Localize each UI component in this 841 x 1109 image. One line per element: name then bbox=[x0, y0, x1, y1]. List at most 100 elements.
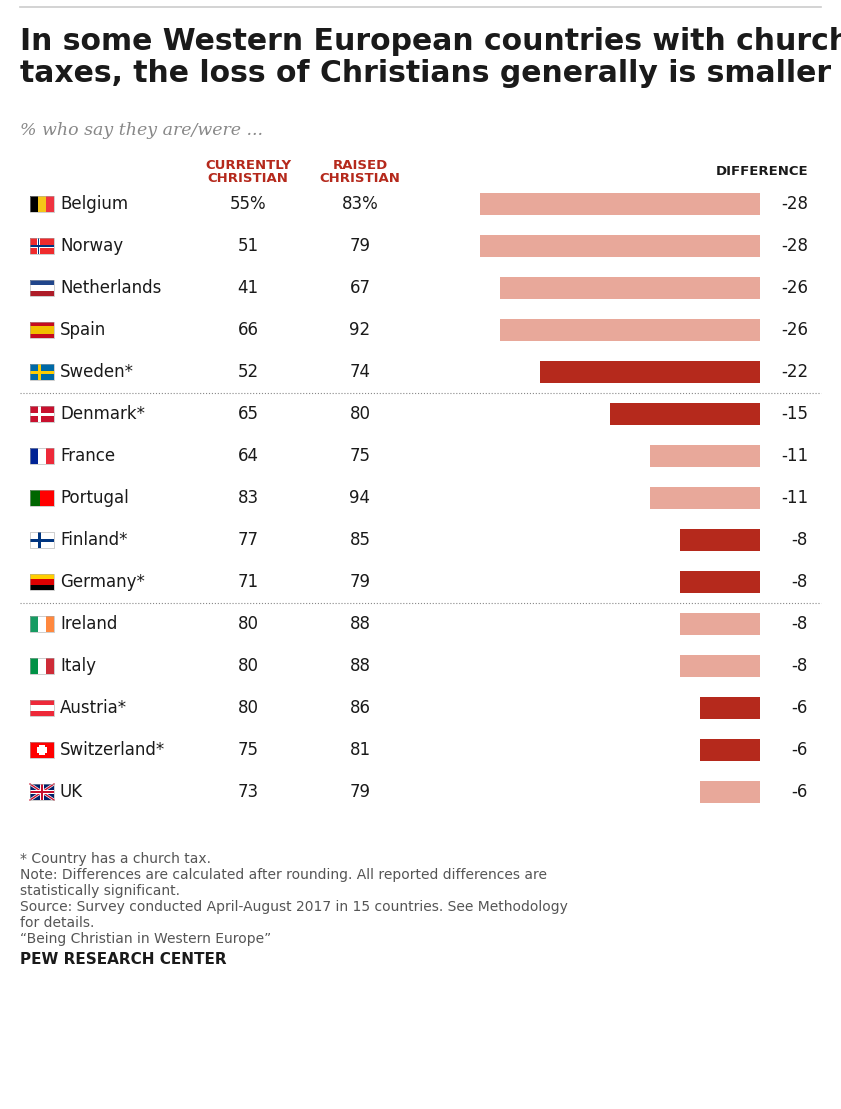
Text: 81: 81 bbox=[350, 741, 371, 759]
Text: -8: -8 bbox=[791, 657, 808, 675]
Text: Netherlands: Netherlands bbox=[60, 279, 161, 297]
Text: 66: 66 bbox=[237, 321, 258, 339]
Bar bbox=[46, 448, 54, 464]
Bar bbox=[30, 413, 54, 416]
Bar bbox=[30, 238, 54, 254]
Text: DIFFERENCE: DIFFERENCE bbox=[716, 165, 808, 179]
Text: -6: -6 bbox=[791, 741, 808, 759]
Bar bbox=[500, 319, 760, 340]
Bar bbox=[30, 615, 54, 632]
Bar bbox=[30, 490, 54, 506]
Text: 80: 80 bbox=[350, 405, 371, 423]
Text: 83: 83 bbox=[237, 489, 258, 507]
Bar bbox=[30, 532, 54, 548]
Bar bbox=[30, 370, 54, 374]
Bar bbox=[540, 362, 760, 383]
Text: -8: -8 bbox=[791, 531, 808, 549]
Text: Ireland: Ireland bbox=[60, 615, 118, 633]
Text: “Being Christian in Western Europe”: “Being Christian in Western Europe” bbox=[20, 932, 272, 946]
Bar bbox=[680, 655, 760, 676]
Text: Switzerland*: Switzerland* bbox=[60, 741, 165, 759]
Text: for details.: for details. bbox=[20, 916, 94, 930]
Text: CHRISTIAN: CHRISTIAN bbox=[320, 172, 400, 185]
Text: % who say they are/were ...: % who say they are/were ... bbox=[20, 122, 263, 139]
Bar bbox=[38, 615, 46, 632]
Text: -8: -8 bbox=[791, 573, 808, 591]
Bar bbox=[37, 238, 40, 254]
Text: UK: UK bbox=[60, 783, 83, 801]
Bar bbox=[610, 403, 760, 425]
Bar bbox=[650, 487, 760, 509]
Bar bbox=[700, 781, 760, 803]
Bar bbox=[30, 238, 54, 254]
Bar bbox=[40, 490, 54, 506]
Text: 77: 77 bbox=[237, 531, 258, 549]
Text: 79: 79 bbox=[350, 783, 371, 801]
Text: Source: Survey conducted April-August 2017 in 15 countries. See Methodology: Source: Survey conducted April-August 20… bbox=[20, 901, 568, 914]
Text: -28: -28 bbox=[781, 195, 808, 213]
Bar bbox=[30, 574, 54, 579]
Bar bbox=[30, 245, 54, 247]
Text: 75: 75 bbox=[350, 447, 371, 465]
Text: 41: 41 bbox=[237, 279, 258, 297]
Bar bbox=[38, 406, 40, 423]
Bar bbox=[30, 790, 54, 794]
Bar bbox=[30, 279, 54, 285]
Text: 64: 64 bbox=[237, 447, 258, 465]
Bar bbox=[700, 739, 760, 761]
Bar bbox=[650, 445, 760, 467]
Bar bbox=[30, 584, 54, 590]
Text: Finland*: Finland* bbox=[60, 531, 128, 549]
Text: Sweden*: Sweden* bbox=[60, 363, 134, 381]
Text: 65: 65 bbox=[237, 405, 258, 423]
Bar bbox=[30, 579, 54, 584]
Bar bbox=[30, 196, 54, 212]
Bar bbox=[30, 322, 54, 338]
Text: statistically significant.: statistically significant. bbox=[20, 884, 180, 898]
Bar bbox=[30, 574, 54, 590]
Bar bbox=[30, 539, 54, 541]
Bar bbox=[30, 700, 54, 705]
Bar bbox=[30, 334, 54, 338]
Text: -8: -8 bbox=[791, 615, 808, 633]
Text: -11: -11 bbox=[781, 447, 808, 465]
Bar bbox=[38, 448, 46, 464]
Text: 80: 80 bbox=[237, 657, 258, 675]
Bar bbox=[30, 784, 54, 800]
Text: 75: 75 bbox=[237, 741, 258, 759]
Bar bbox=[38, 658, 46, 674]
Bar bbox=[38, 238, 40, 254]
Text: 92: 92 bbox=[350, 321, 371, 339]
Bar bbox=[30, 326, 54, 334]
Bar bbox=[480, 235, 760, 257]
Bar bbox=[30, 784, 54, 800]
Bar bbox=[40, 745, 45, 755]
Text: 79: 79 bbox=[350, 573, 371, 591]
Bar bbox=[700, 696, 760, 719]
Text: * Country has a church tax.: * Country has a church tax. bbox=[20, 852, 211, 866]
Text: -26: -26 bbox=[781, 321, 808, 339]
Text: taxes, the loss of Christians generally is smaller: taxes, the loss of Christians generally … bbox=[20, 59, 831, 88]
Text: CHRISTIAN: CHRISTIAN bbox=[208, 172, 288, 185]
Text: RAISED: RAISED bbox=[332, 159, 388, 172]
Bar bbox=[30, 406, 54, 423]
Bar bbox=[30, 705, 54, 711]
Text: 55%: 55% bbox=[230, 195, 267, 213]
Bar bbox=[46, 196, 54, 212]
Bar bbox=[30, 406, 54, 423]
Bar bbox=[480, 193, 760, 215]
Text: 83%: 83% bbox=[341, 195, 378, 213]
Text: -26: -26 bbox=[781, 279, 808, 297]
Text: -6: -6 bbox=[791, 783, 808, 801]
Text: 51: 51 bbox=[237, 237, 258, 255]
Text: -28: -28 bbox=[781, 237, 808, 255]
Bar bbox=[37, 747, 47, 753]
Text: Norway: Norway bbox=[60, 237, 123, 255]
Bar bbox=[30, 364, 54, 380]
Text: Note: Differences are calculated after rounding. All reported differences are: Note: Differences are calculated after r… bbox=[20, 868, 547, 882]
Bar bbox=[40, 784, 44, 800]
Text: 73: 73 bbox=[237, 783, 258, 801]
Text: 94: 94 bbox=[350, 489, 371, 507]
Bar bbox=[30, 490, 40, 506]
Text: Spain: Spain bbox=[60, 321, 106, 339]
